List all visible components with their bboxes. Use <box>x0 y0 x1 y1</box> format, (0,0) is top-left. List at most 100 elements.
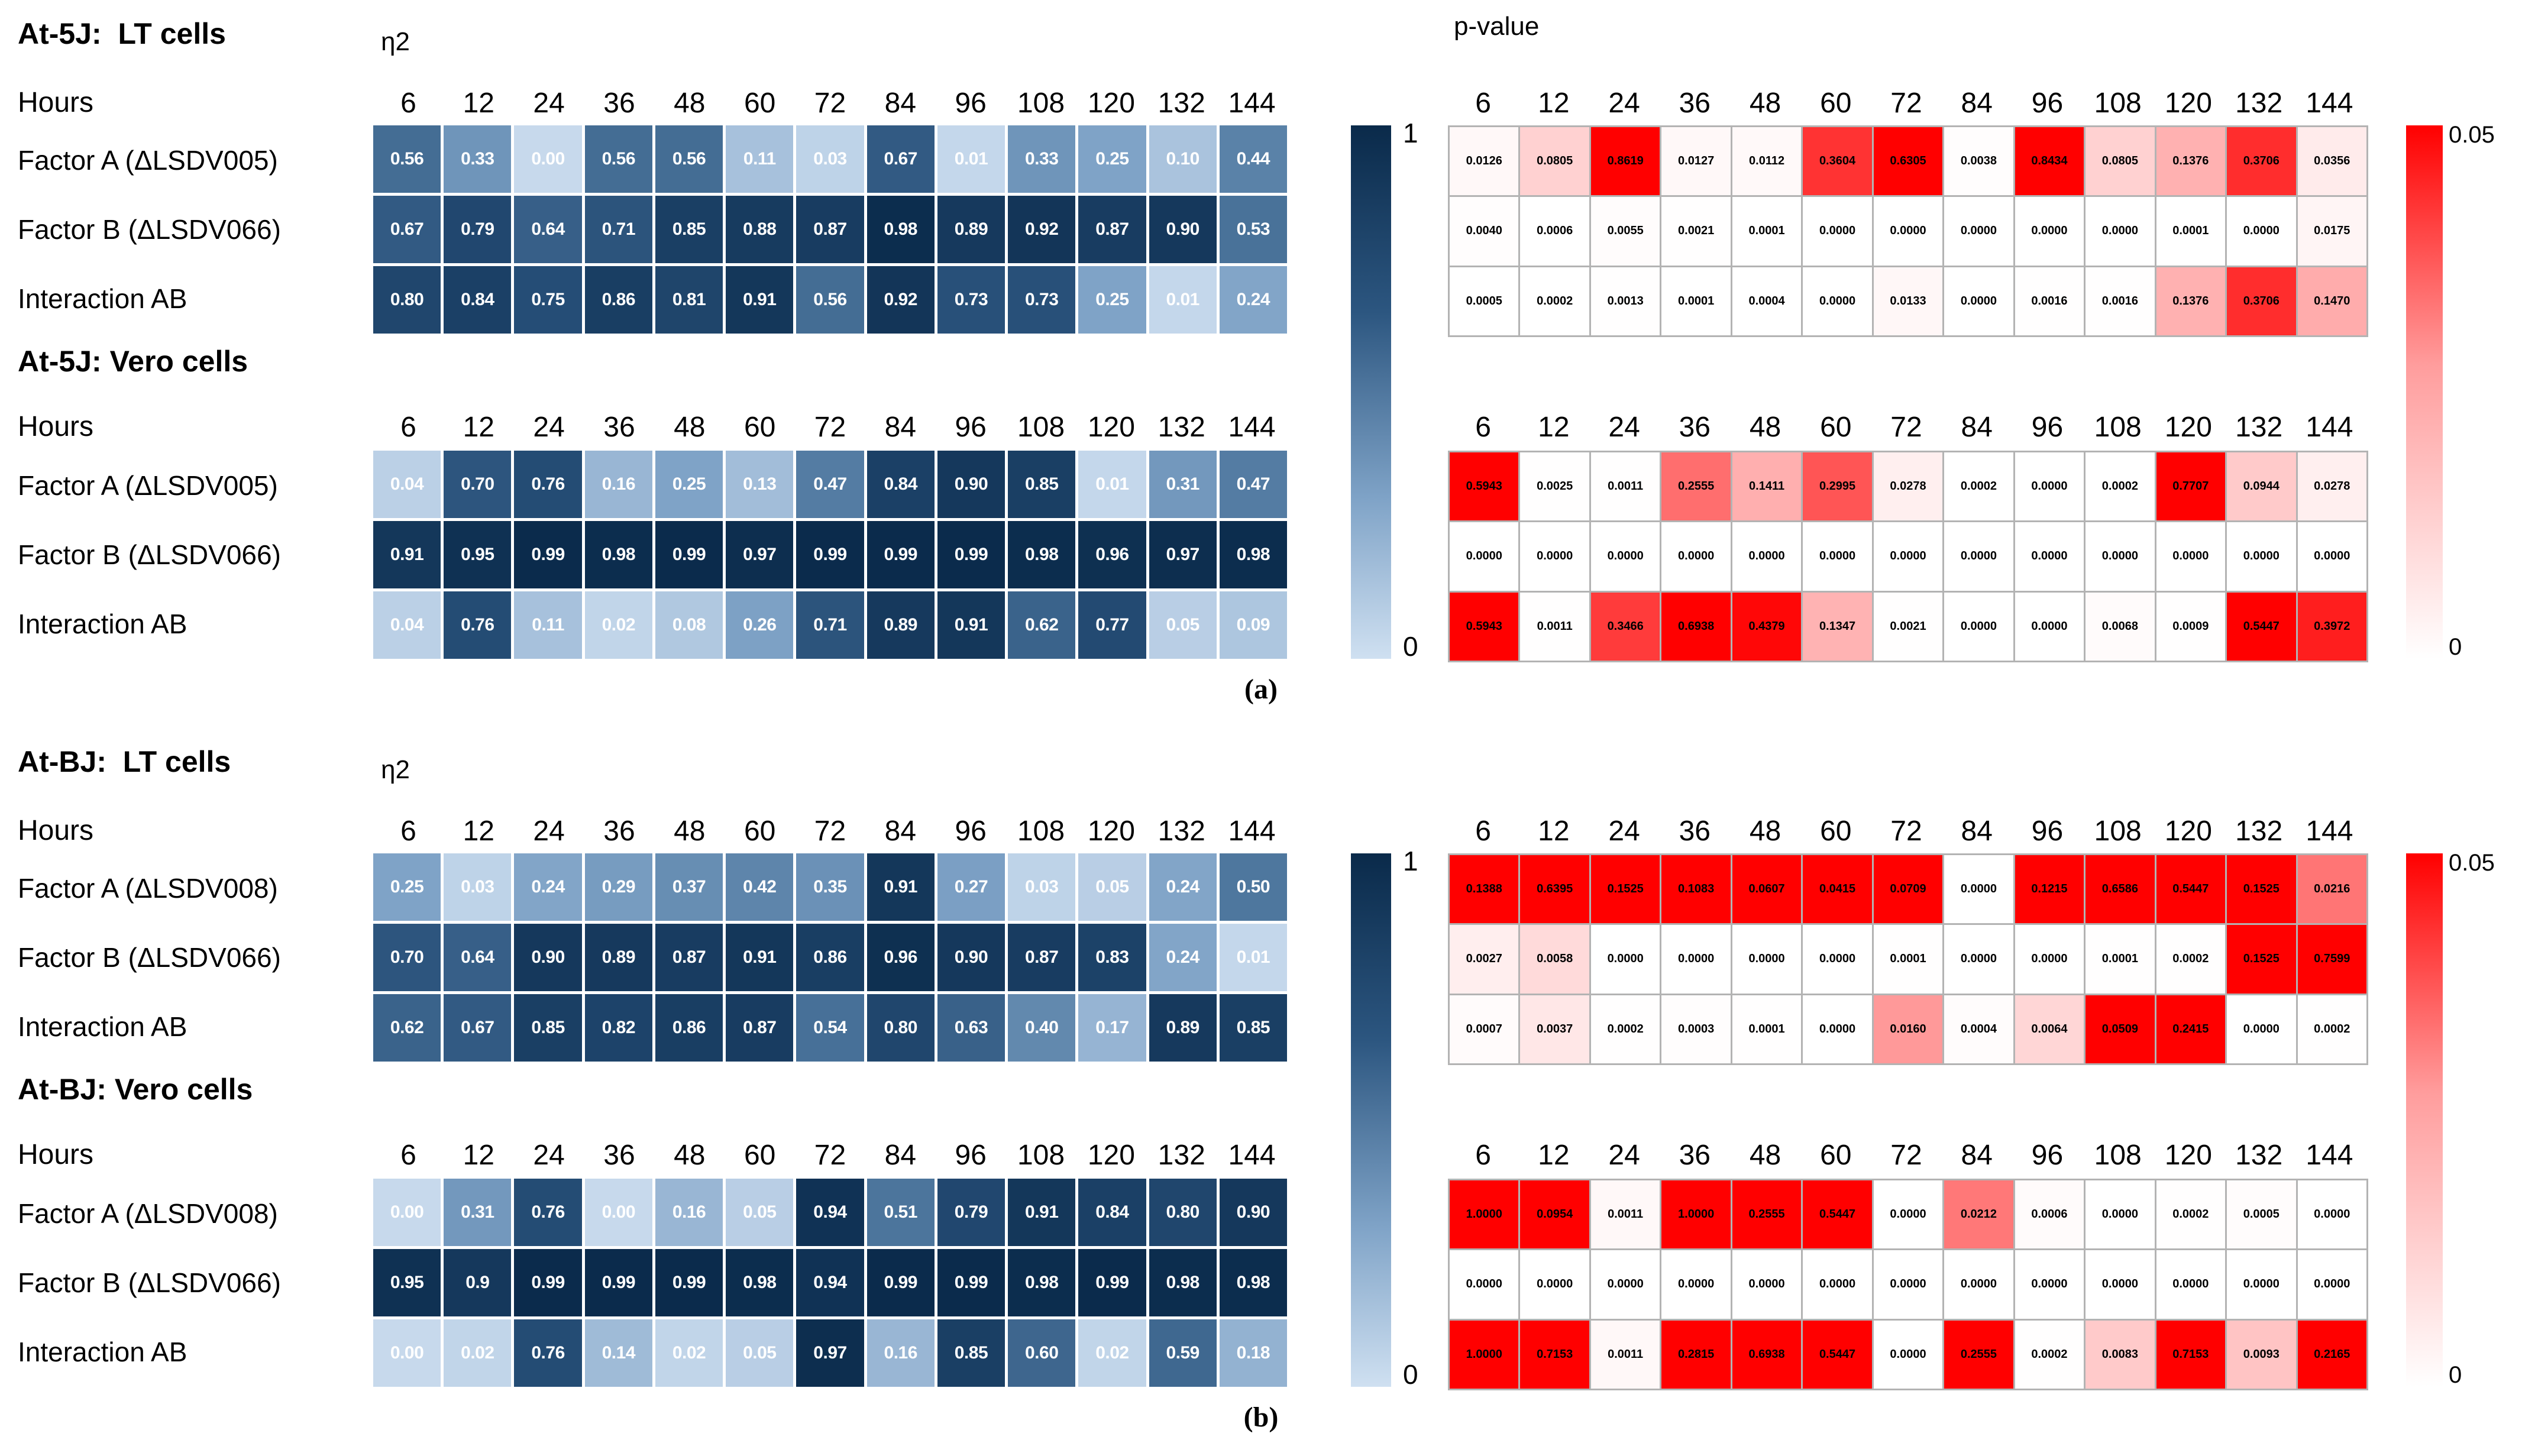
pvalue-cell: 0.0006 <box>1520 197 1589 266</box>
pvalue-cell: 0.0016 <box>2015 267 2084 335</box>
eta2-cell: 0.67 <box>866 125 935 193</box>
hour-tick: 36 <box>1679 87 1711 119</box>
eta2-cell: 0.73 <box>1008 266 1076 334</box>
eta2-cell: 0.89 <box>866 591 935 659</box>
hour-tick: 120 <box>2164 815 2212 847</box>
eta2-cell: 0.91 <box>937 591 1005 659</box>
hour-tick: 60 <box>1820 411 1852 443</box>
eta2-cell: 0.90 <box>937 451 1005 518</box>
panel-a: At-5J: LT cells η2 p-value Hours 6 12 24 36… <box>18 12 2495 705</box>
eta2-cell: 0.79 <box>937 1179 1005 1246</box>
hour-tick: 144 <box>1228 411 1276 443</box>
eta2-cell: 0.05 <box>726 1179 794 1246</box>
pvalue-cell: 0.6938 <box>1661 592 1731 661</box>
pvalue-cell: 0.0003 <box>1661 995 1731 1063</box>
hour-tick: 84 <box>884 815 917 847</box>
pvalue-cell: 0.8434 <box>2015 127 2084 196</box>
pvalue-cell: 0.0000 <box>1661 1250 1731 1319</box>
eta2-cell: 0.80 <box>1149 1179 1217 1246</box>
eta2-cell: 0.86 <box>796 924 864 991</box>
factor-row-label: Factor A (ΔLSDV005) <box>18 144 278 176</box>
section-title-at5j-vero: At-5J: Vero cells <box>18 345 248 378</box>
pvalue-cell: 0.0001 <box>2156 197 2226 266</box>
hour-tick: 6 <box>400 1139 416 1171</box>
eta2-cell: 0.90 <box>514 924 582 991</box>
hour-tick: 36 <box>603 87 635 119</box>
factor-row-label: Factor B (ΔLSDV066) <box>18 213 281 245</box>
pvalue-cell: 0.6586 <box>2086 855 2155 924</box>
pvalue-cell: 0.0002 <box>1590 995 1660 1063</box>
hour-tick: 6 <box>400 815 416 847</box>
pvalue-cell: 0.1525 <box>1590 855 1660 924</box>
row-labels: Factor A (ΔLSDV005) Factor B (ΔLSDV066) In… <box>18 125 373 334</box>
hour-tick: 120 <box>2164 1139 2212 1171</box>
hour-tick: 96 <box>955 815 987 847</box>
pvalue-cell: 0.0000 <box>1661 522 1731 591</box>
eta2-cell: 0.82 <box>584 994 652 1062</box>
eta2-cell: 0.00 <box>584 1179 652 1246</box>
hour-tick: 132 <box>1157 411 1205 443</box>
hour-tick: 48 <box>674 1139 706 1171</box>
eta2-cell: 0.62 <box>1008 591 1076 659</box>
eta2-cell: 0.03 <box>444 853 512 921</box>
pvalue-heatmap-atbj-vero: 1.0000 0.0954 0.0011 1.0000 0.2555 0.5447 0.00… <box>1448 1179 2368 1390</box>
eta2-cell: 0.89 <box>1149 994 1217 1062</box>
hour-tick: 36 <box>603 1139 635 1171</box>
hour-tick: 96 <box>2031 815 2064 847</box>
eta2-cell: 0.17 <box>1078 994 1146 1062</box>
section-title-atbj-lt: At-BJ: LT cells <box>18 745 231 778</box>
pvalue-colorbar-min-label: 0 <box>2449 1362 2462 1388</box>
eta2-cell: 0.08 <box>655 591 723 659</box>
pvalue-cell: 0.1376 <box>2156 127 2226 196</box>
pvalue-cell: 0.0000 <box>2015 592 2084 661</box>
eta2-cell: 0.13 <box>726 451 794 518</box>
eta2-cell: 0.56 <box>655 125 723 193</box>
eta2-cell: 0.05 <box>1149 591 1217 659</box>
hour-tick: 60 <box>1820 815 1852 847</box>
eta2-cell: 0.76 <box>514 451 582 518</box>
pvalue-cell: 0.6305 <box>1873 127 1943 196</box>
row-labels: Factor A (ΔLSDV008) Factor B (ΔLSDV066) In… <box>18 853 373 1062</box>
eta2-cell: 0.67 <box>444 994 512 1062</box>
pvalue-colorbar-min-label: 0 <box>2449 634 2462 660</box>
eta2-cell: 0.24 <box>1149 853 1217 921</box>
eta2-cell: 0.71 <box>584 196 652 263</box>
eta2-cell: 0.14 <box>584 1319 652 1387</box>
hours-ticks-eta: 6 12 24 36 48 60 72 84 96 108 120 132 144 <box>373 410 1287 444</box>
pvalue-cell: 0.2995 <box>1803 452 1872 521</box>
eta2-cell: 0.53 <box>1219 196 1287 263</box>
hour-tick: 48 <box>674 87 706 119</box>
pvalue-cell: 0.0000 <box>1590 1250 1660 1319</box>
eta2-cell: 0.99 <box>937 1249 1005 1316</box>
eta2-cell: 0.25 <box>655 451 723 518</box>
eta2-heatmap-atbj-lt: 0.25 0.03 0.24 0.29 0.37 0.42 0.35 0.91 0.27 0.03… <box>373 853 1287 1062</box>
pvalue-cell: 0.6938 <box>1732 1320 1802 1389</box>
pvalue-cell: 0.0006 <box>2015 1180 2084 1249</box>
eta2-cell: 0.35 <box>796 853 864 921</box>
pvalue-heatmap-atbj-lt: 0.1388 0.6395 0.1525 0.1083 0.0607 0.0415 0.07… <box>1448 853 2368 1065</box>
pvalue-heatmap-at5j-vero: 0.5943 0.0025 0.0011 0.2555 0.1411 0.2995 0.02… <box>1448 451 2368 662</box>
eta2-cell: 0.97 <box>1149 521 1217 588</box>
hour-tick: 96 <box>2031 87 2064 119</box>
hour-tick: 144 <box>1228 87 1276 119</box>
pvalue-cell: 0.0127 <box>1661 127 1731 196</box>
pvalue-cell: 0.0068 <box>2086 592 2155 661</box>
hour-tick: 72 <box>814 815 846 847</box>
factor-row-label: Factor A (ΔLSDV008) <box>18 1198 278 1229</box>
eta2-cell: 0.09 <box>1219 591 1287 659</box>
eta2-cell: 0.18 <box>1219 1319 1287 1387</box>
eta2-cell: 0.01 <box>937 125 1005 193</box>
eta2-cell: 0.95 <box>373 1249 441 1316</box>
pvalue-cell: 0.0000 <box>1944 592 2013 661</box>
eta2-cell: 0.79 <box>444 196 512 263</box>
eta2-cell: 0.83 <box>1078 924 1146 991</box>
eta2-cell: 0.84 <box>1078 1179 1146 1246</box>
eta2-cell: 0.02 <box>584 591 652 659</box>
pvalue-cell: 0.3972 <box>2297 592 2366 661</box>
pvalue-cell: 0.0001 <box>1732 995 1802 1063</box>
pvalue-cell: 0.0000 <box>1944 855 2013 924</box>
eta2-cell: 0.87 <box>1078 196 1146 263</box>
eta2-cell: 0.99 <box>866 1249 935 1316</box>
pvalue-cell: 0.0000 <box>2086 522 2155 591</box>
eta2-cell: 0.98 <box>584 521 652 588</box>
